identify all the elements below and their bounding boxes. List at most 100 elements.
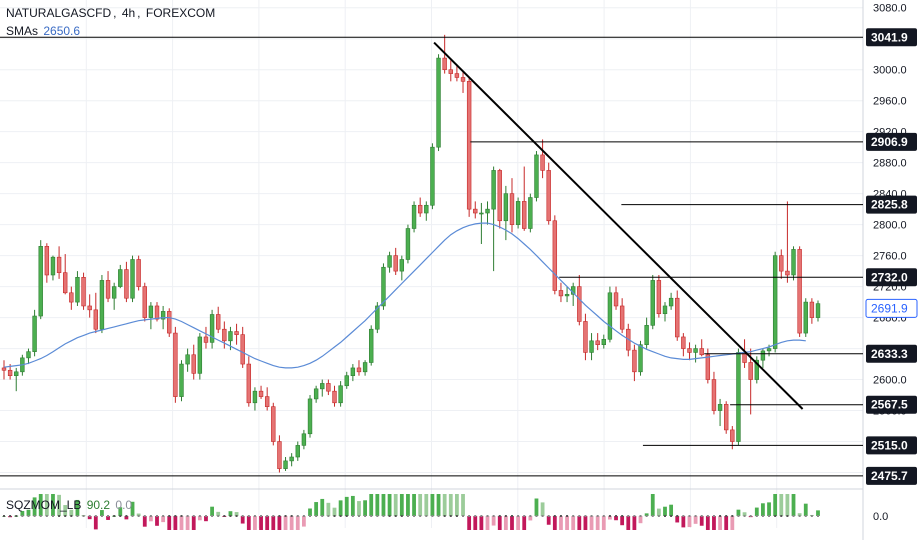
squeeze-dot <box>651 515 654 517</box>
candle-body-up <box>644 325 649 345</box>
squeeze-dot <box>768 515 771 517</box>
candle-body-up <box>99 280 105 330</box>
candle <box>583 313 588 361</box>
squeeze-dot <box>180 515 183 517</box>
momentum-bar <box>663 506 667 516</box>
momentum-bar <box>546 516 551 525</box>
candle-body-up <box>26 351 31 359</box>
level-price-tag <box>866 436 917 455</box>
candle <box>779 249 784 279</box>
candle <box>356 360 362 376</box>
candle <box>662 302 668 322</box>
level-price-label: 2475.7 <box>871 469 908 483</box>
candle-body-down <box>167 311 172 334</box>
candle-body-up <box>362 362 368 373</box>
squeeze-dot <box>419 515 422 517</box>
candle <box>760 348 766 368</box>
level-price-tag <box>866 28 917 47</box>
squeeze-dot <box>633 515 636 517</box>
indicator-zero-label: 0.0 <box>873 511 888 523</box>
candle-body-up <box>528 197 533 229</box>
candle <box>136 255 141 291</box>
candle-body-down <box>460 77 466 82</box>
candle <box>748 348 753 415</box>
squeeze-dot <box>51 515 54 517</box>
candle-body-up <box>491 170 496 210</box>
squeeze-dot <box>394 515 397 517</box>
candle <box>809 298 815 324</box>
candle <box>50 255 56 281</box>
momentum-bar <box>467 516 472 530</box>
candle <box>277 435 282 473</box>
squeeze-dot <box>584 515 587 517</box>
momentum-bar <box>406 494 410 516</box>
squeeze-dot <box>388 515 391 517</box>
momentum-bar <box>791 494 796 516</box>
candle-body-down <box>540 154 545 171</box>
y-tick-label: 3000.0 <box>873 65 907 77</box>
squeeze-dot <box>755 515 758 517</box>
level-price-tag <box>866 132 917 151</box>
candle-body-up <box>381 266 386 307</box>
momentum-bar <box>265 516 270 530</box>
squeeze-dot <box>137 515 140 517</box>
candle-body-down <box>785 270 790 276</box>
squeeze-dot <box>76 515 79 517</box>
candle-body-down <box>69 292 74 303</box>
momentum-bar <box>589 516 594 530</box>
candle-body-up <box>760 350 766 361</box>
momentum-bar <box>461 494 465 516</box>
candle-body-down <box>136 259 141 287</box>
candle <box>264 387 270 411</box>
candle-body-up <box>479 212 484 215</box>
momentum-bar <box>363 500 367 516</box>
momentum-bar <box>779 494 784 516</box>
level-price-tag <box>866 466 917 485</box>
candle <box>681 333 686 357</box>
momentum-bar <box>228 511 233 516</box>
candle-body-down <box>277 441 282 469</box>
candle <box>430 143 435 210</box>
squeeze-dot <box>639 515 642 517</box>
candle <box>130 255 135 303</box>
exchange-label: FOREXCOM <box>145 6 216 20</box>
squeeze-dot <box>162 515 165 517</box>
squeeze-dot <box>315 515 318 517</box>
squeeze-dot <box>217 515 220 517</box>
level-price-tag <box>866 395 917 414</box>
momentum-bar <box>375 494 380 516</box>
candle-body-up <box>424 204 429 214</box>
candle-body-up <box>791 249 796 276</box>
current-price-tag <box>865 298 918 318</box>
momentum-bar <box>387 494 392 516</box>
squeeze-dot <box>547 515 550 517</box>
candle <box>332 385 337 407</box>
candle <box>307 395 313 438</box>
candle <box>148 302 154 330</box>
momentum-bar <box>528 516 533 521</box>
momentum-bar <box>693 516 698 524</box>
candle-body-down <box>173 332 178 397</box>
candle <box>632 344 637 382</box>
candle <box>295 441 300 461</box>
candle-body-up <box>503 193 509 222</box>
momentum-bar <box>565 516 569 530</box>
trendline[interactable] <box>433 41 804 410</box>
squeeze-dot <box>510 515 513 517</box>
momentum-bar <box>540 502 545 516</box>
candle <box>32 309 37 357</box>
candle-body-down <box>1 367 7 371</box>
momentum-bar <box>669 504 674 516</box>
candle <box>258 385 264 399</box>
squeeze-dot <box>223 515 226 517</box>
candle <box>191 344 196 380</box>
momentum-bar <box>687 516 692 528</box>
candle-body-up <box>283 460 288 469</box>
squeeze-dot <box>131 515 134 517</box>
squeeze-dot <box>798 515 801 517</box>
candle <box>14 367 19 392</box>
candle <box>534 151 539 202</box>
squeeze-dot <box>64 515 67 517</box>
